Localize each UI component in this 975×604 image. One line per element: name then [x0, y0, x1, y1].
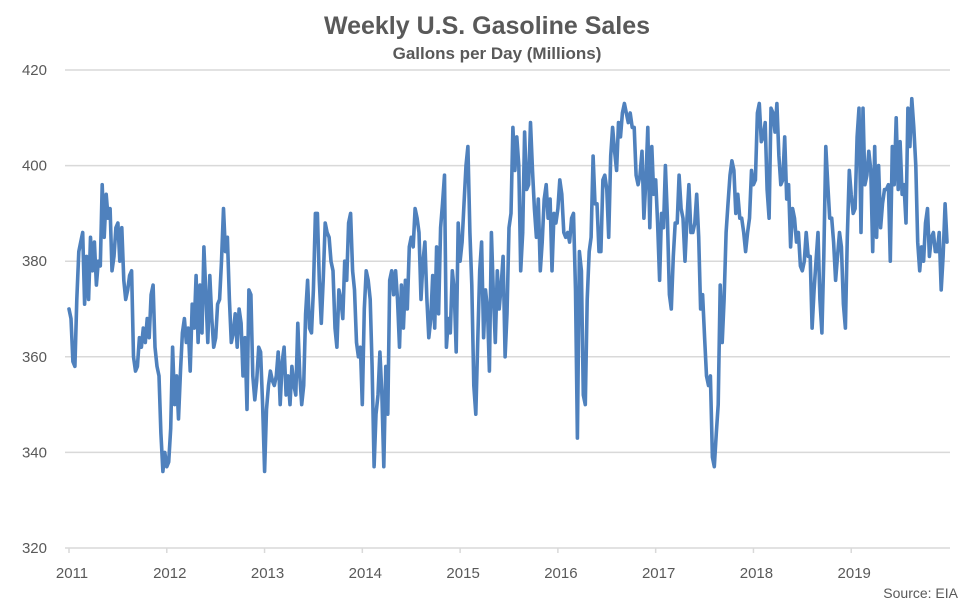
x-tick-label: 2019 [838, 565, 871, 582]
x-tick-label: 2014 [349, 565, 382, 582]
x-tick-label: 2012 [153, 565, 186, 582]
chart-title: Weekly U.S. Gasoline Sales [324, 12, 650, 40]
x-tick-label: 2018 [740, 565, 773, 582]
y-tick-label: 340 [22, 444, 47, 461]
x-tick-label: 2011 [56, 565, 88, 582]
y-tick-label: 380 [22, 253, 47, 270]
x-axis: 2011 2012 2013 2014 2015 2016 2017 2018 2019 [56, 548, 871, 582]
y-tick-label: 420 [22, 62, 47, 79]
series-line-0 [67, 96, 949, 474]
source-note: Source: EIA [883, 585, 958, 601]
y-axis: 320 340 360 380 400 420 [22, 62, 47, 557]
y-tick-label: 400 [22, 158, 47, 175]
x-tick-label: 2013 [251, 565, 284, 582]
x-tick-label: 2016 [544, 565, 577, 582]
y-tick-label: 320 [22, 540, 47, 557]
x-tick-label: 2015 [446, 565, 479, 582]
chart-subtitle: Gallons per Day (Millions) [393, 44, 602, 63]
series-group [67, 96, 949, 474]
x-tick-label: 2017 [642, 565, 675, 582]
gridlines [65, 69, 950, 549]
y-tick-label: 360 [22, 349, 47, 366]
